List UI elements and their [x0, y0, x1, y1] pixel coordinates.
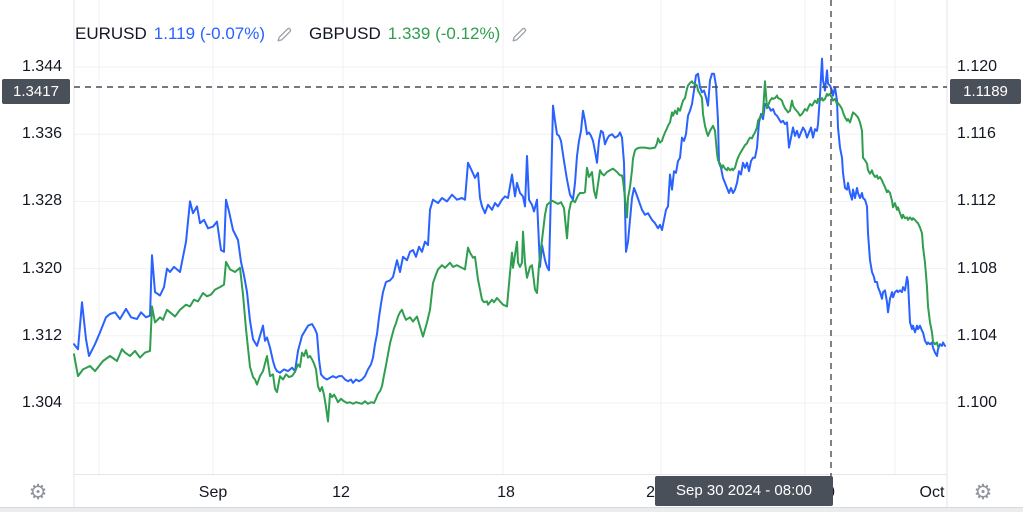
left-axis-tick-label: 1.344: [21, 58, 62, 75]
edit-eurusd-icon[interactable]: [276, 26, 293, 43]
legend-value-gbpusd: 1.339 (-0.12%): [387, 24, 501, 43]
left-axis-settings-gear-icon[interactable]: ⚙: [28, 481, 48, 504]
left-axis-tick-label: 1.304: [21, 394, 62, 411]
left-axis-tick-label: 1.336: [21, 125, 62, 143]
left-axis-tick-label: 1.312: [21, 326, 62, 344]
legend-symbol-eurusd[interactable]: EURUSD: [75, 24, 147, 43]
time-axis-tick-label: 18: [497, 484, 515, 501]
right-axis-tick-label: 1.120: [957, 58, 998, 75]
time-axis-tick-label: 12: [332, 484, 350, 501]
series-line-gbpusd: [73, 80, 939, 423]
right-axis-tick-label: 1.100: [957, 394, 998, 411]
left-axis-crosshair-badge: 1.3417: [2, 79, 70, 104]
legend-value-eurusd: 1.119 (-0.07%): [153, 24, 265, 43]
bottom-scroll-strip[interactable]: [0, 507, 1023, 512]
left-axis-tick-label: 1.328: [21, 192, 62, 210]
legend: EURUSD 1.119 (-0.07%) GBPUSD 1.339 (-0.1…: [75, 21, 544, 47]
right-axis-crosshair-badge: 1.1189: [950, 79, 1021, 104]
series-line-eurusd: [73, 57, 946, 384]
right-axis-tick-label: 1.108: [957, 259, 998, 277]
right-axis-tick-label: 1.116: [957, 125, 996, 143]
right-axis-tick-label: 1.112: [957, 192, 996, 210]
right-axis-tick-label: 1.104: [957, 326, 998, 344]
legend-symbol-gbpusd[interactable]: GBPUSD: [309, 24, 381, 43]
time-axis-tick-label: Sep: [198, 484, 228, 501]
crosshair-time-tooltip: Sep 30 2024 - 08:00: [655, 476, 833, 506]
edit-gbpusd-icon[interactable]: [511, 26, 528, 43]
left-axis-tick-label: 1.320: [21, 259, 62, 277]
time-axis-tick-label: Oct: [919, 484, 945, 501]
right-axis-settings-gear-icon[interactable]: ⚙: [973, 481, 993, 504]
